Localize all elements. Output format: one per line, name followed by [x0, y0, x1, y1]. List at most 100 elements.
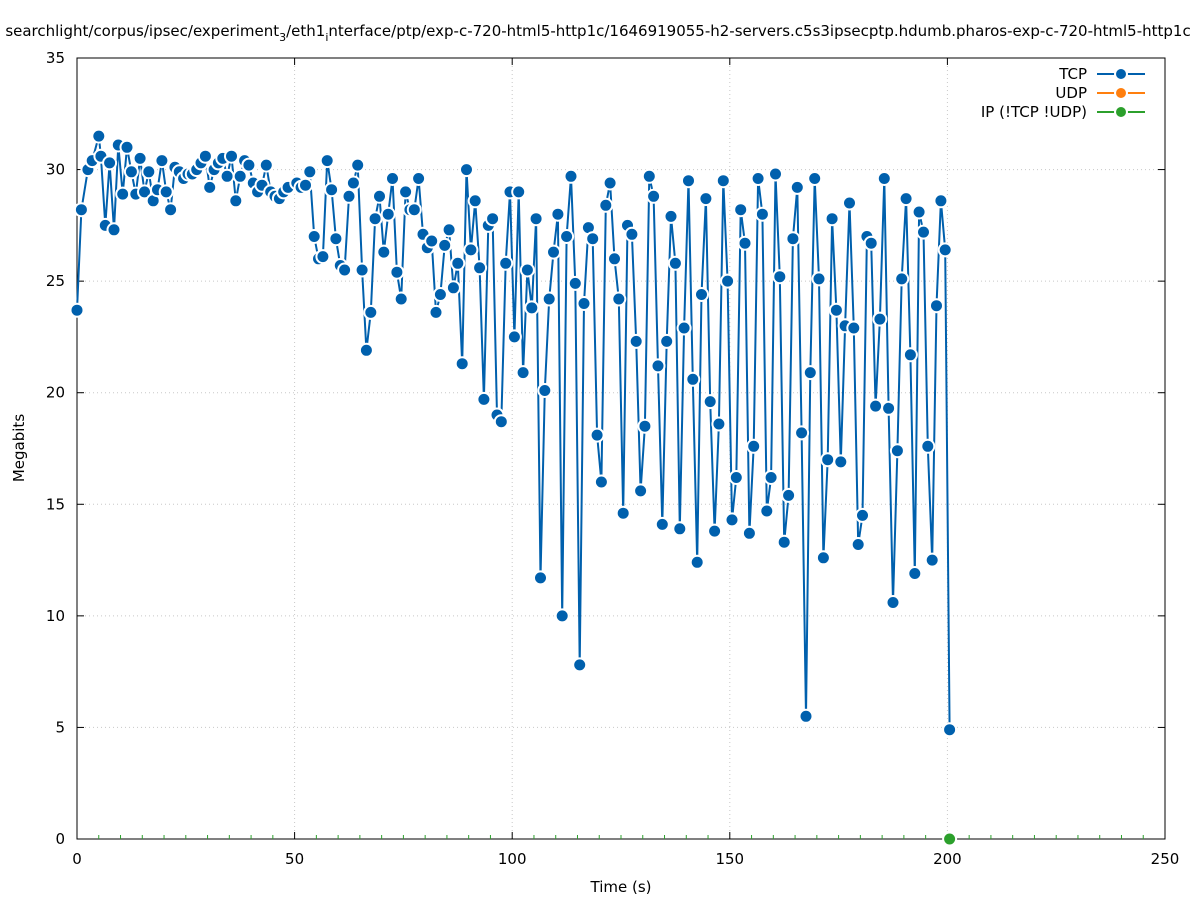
y-axis-label: Megabits: [10, 414, 28, 482]
data-point: [319, 153, 335, 169]
data-point: [424, 233, 440, 249]
data-point: [715, 173, 731, 189]
data-point: [567, 275, 583, 291]
chart-title: searchlight/corpus/ipsec/experiment3/eth…: [5, 22, 1190, 44]
data-point: [511, 184, 527, 200]
data-point: [881, 400, 897, 416]
data-point: [728, 470, 744, 485]
data-point: [768, 166, 783, 182]
series-2: [942, 831, 958, 847]
data-point: [358, 342, 374, 358]
data-point: [824, 211, 840, 227]
data-point: [515, 365, 531, 381]
data-point: [711, 416, 727, 432]
data-point: [698, 191, 714, 207]
data-point: [759, 503, 775, 519]
data-point: [533, 570, 548, 586]
data-point: [493, 414, 509, 430]
data-point: [920, 438, 936, 454]
y-tick-label: 10: [46, 607, 65, 625]
data-point: [863, 235, 879, 251]
data-point: [445, 280, 461, 296]
series-line: [76, 135, 951, 730]
data-point: [659, 333, 675, 349]
data-point: [868, 398, 884, 414]
x-tick-label: 100: [498, 850, 527, 868]
data-point: [398, 184, 414, 200]
data-point: [541, 291, 557, 307]
y-tick-label: 25: [46, 272, 65, 290]
data-point: [842, 195, 857, 211]
data-point: [537, 383, 553, 398]
data-point: [219, 168, 235, 184]
data-point: [846, 320, 862, 336]
data-point: [902, 347, 918, 363]
data-point: [907, 566, 923, 581]
data-point: [163, 202, 179, 218]
data-point: [498, 255, 514, 271]
data-point: [937, 242, 953, 258]
data-point: [102, 155, 118, 171]
series-layer: [69, 128, 958, 847]
data-point: [785, 231, 801, 247]
data-point: [202, 179, 218, 195]
legend-marker: [1114, 86, 1128, 100]
data-point: [141, 164, 157, 180]
data-point: [820, 452, 836, 468]
x-tick-label: 150: [715, 850, 744, 868]
data-point: [811, 271, 827, 287]
data-point: [763, 470, 779, 485]
data-point: [746, 438, 762, 454]
data-point: [602, 175, 618, 191]
data-point: [672, 521, 688, 537]
data-point: [550, 206, 566, 222]
data-point: [794, 425, 810, 441]
data-point: [929, 298, 944, 314]
data-point: [798, 708, 814, 724]
data-point: [702, 394, 718, 410]
data-point: [376, 244, 392, 260]
y-tick-label: 5: [55, 718, 65, 736]
data-point: [454, 356, 470, 372]
data-point: [589, 427, 605, 443]
data-point: [354, 262, 370, 278]
data-point: [393, 291, 409, 307]
data-point: [459, 162, 474, 178]
data-point: [380, 206, 396, 222]
data-point: [132, 150, 148, 166]
data-point: [898, 191, 914, 207]
data-point: [828, 302, 844, 318]
data-point: [241, 157, 257, 173]
y-tick-label: 20: [46, 384, 65, 402]
x-tick-label: 200: [933, 850, 962, 868]
data-point: [324, 182, 340, 198]
data-point: [894, 271, 910, 287]
data-point: [328, 231, 344, 247]
data-point: [554, 608, 570, 624]
data-point: [576, 296, 592, 311]
data-point: [224, 148, 239, 164]
data-point: [467, 193, 483, 209]
data-point: [916, 224, 931, 240]
data-point: [428, 304, 444, 320]
data-point: [406, 202, 422, 218]
data-point: [123, 164, 139, 180]
data-point: [850, 537, 866, 552]
data-point: [519, 262, 535, 278]
data-point: [593, 474, 609, 490]
y-tick-label: 15: [46, 495, 65, 513]
data-point: [815, 550, 831, 566]
data-point: [872, 311, 888, 327]
legend-marker: [1114, 67, 1128, 81]
data-point: [106, 222, 122, 238]
data-point: [232, 168, 248, 184]
data-point: [924, 552, 940, 568]
data-point: [942, 722, 958, 738]
data-point: [372, 188, 387, 204]
data-point: [91, 128, 107, 144]
data-point: [437, 237, 453, 253]
data-point: [158, 184, 174, 200]
data-point: [889, 443, 905, 459]
axis-ticks: 0 5 10 15 20 25 30 35 0 50 100 150 200 250: [46, 49, 1179, 868]
